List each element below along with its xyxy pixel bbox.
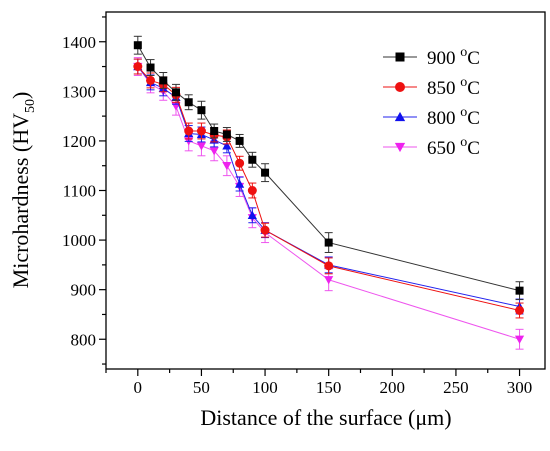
data-point bbox=[324, 238, 333, 247]
data-point bbox=[184, 126, 194, 136]
data-point bbox=[261, 168, 270, 177]
x-tick-label: 100 bbox=[252, 378, 278, 397]
data-point bbox=[222, 130, 231, 139]
x-tick-label: 250 bbox=[443, 378, 469, 397]
data-point bbox=[235, 136, 244, 145]
x-tick-label: 300 bbox=[507, 378, 533, 397]
x-tick-label: 50 bbox=[193, 378, 210, 397]
legend-label: 850 oC bbox=[427, 75, 480, 99]
data-point bbox=[209, 147, 219, 156]
series-layer bbox=[133, 35, 525, 350]
data-point bbox=[324, 276, 334, 285]
legend-item-800: 800 oC bbox=[383, 105, 480, 129]
data-point bbox=[133, 62, 143, 72]
data-point bbox=[324, 261, 334, 271]
data-point bbox=[515, 305, 525, 315]
data-point bbox=[184, 98, 193, 107]
data-point bbox=[197, 106, 206, 115]
y-axis-title: Microhardness (HV50) bbox=[8, 92, 38, 289]
data-point bbox=[222, 162, 232, 171]
legend-marker bbox=[394, 142, 406, 153]
x-tick-label: 0 bbox=[134, 378, 143, 397]
y-axis-title-close: ) bbox=[8, 92, 33, 99]
legend-item-650: 650 oC bbox=[383, 135, 480, 159]
data-point bbox=[210, 127, 219, 135]
x-tick-label: 200 bbox=[380, 378, 406, 397]
data-point bbox=[222, 141, 232, 150]
y-axis: 800 900 1000 1100 1200 1300 1400 bbox=[62, 16, 106, 365]
data-point bbox=[146, 75, 156, 85]
y-tick-label: 1000 bbox=[62, 231, 96, 250]
data-point bbox=[146, 63, 155, 72]
legend-label: 650 oC bbox=[427, 135, 480, 159]
legend-marker bbox=[395, 82, 405, 92]
y-tick-label: 900 bbox=[71, 281, 97, 300]
data-point bbox=[196, 126, 206, 136]
legend: 900 oC 850 oC 800 oC 650 oC bbox=[383, 45, 480, 159]
x-axis-title: Distance of the surface (μm) bbox=[200, 405, 451, 430]
data-point bbox=[133, 41, 142, 50]
legend-label: 900 oC bbox=[427, 45, 480, 69]
data-point bbox=[196, 142, 207, 151]
legend-item-850: 850 oC bbox=[383, 75, 480, 99]
x-axis: 0 50 100 150 200 250 300 bbox=[105, 369, 533, 397]
y-axis-title-subscript: 50 bbox=[23, 99, 38, 113]
y-tick-label: 800 bbox=[71, 330, 97, 349]
data-point bbox=[159, 76, 168, 85]
legend-item-900: 900 oC bbox=[383, 45, 480, 69]
x-tick-label: 150 bbox=[316, 378, 342, 397]
data-point bbox=[248, 155, 257, 164]
data-point bbox=[247, 210, 257, 219]
data-point bbox=[515, 286, 524, 295]
legend-marker bbox=[395, 52, 405, 62]
y-axis-title-main: Microhardness (HV bbox=[8, 113, 33, 288]
legend-marker bbox=[394, 111, 406, 122]
y-tick-label: 1200 bbox=[62, 132, 96, 151]
data-point bbox=[235, 179, 245, 188]
legend-label: 800 oC bbox=[427, 105, 480, 129]
y-tick-label: 1300 bbox=[62, 82, 96, 101]
y-tick-label: 1400 bbox=[62, 33, 96, 52]
data-point bbox=[235, 158, 245, 168]
data-point bbox=[247, 186, 257, 195]
series-900 bbox=[133, 35, 524, 301]
data-point bbox=[514, 335, 525, 344]
data-point bbox=[260, 225, 270, 235]
y-tick-label: 1100 bbox=[63, 182, 96, 201]
data-point bbox=[171, 88, 180, 97]
